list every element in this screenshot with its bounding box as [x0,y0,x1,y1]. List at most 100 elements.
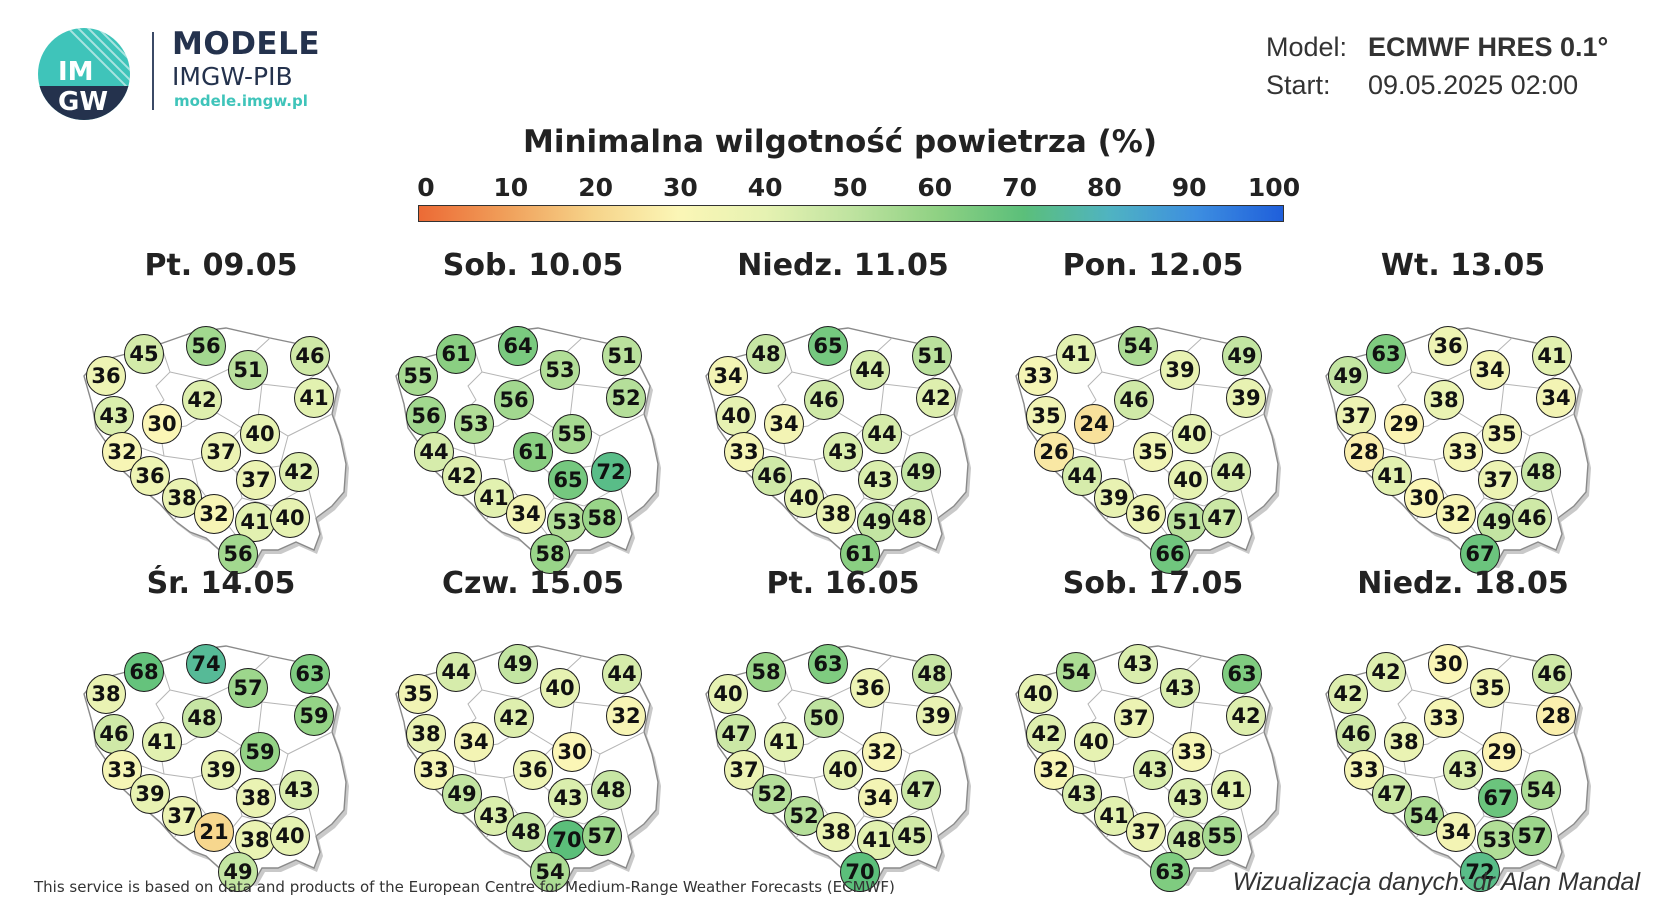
station-value: 39 [201,750,241,790]
station-value: 43 [823,432,863,472]
region-border [553,485,621,507]
station-value: 47 [716,714,756,754]
station-value: 55 [552,414,592,454]
station-value: 37 [236,460,276,500]
station-value: 56 [218,534,258,574]
station-value: 42 [1366,652,1406,692]
station-value: 29 [1482,732,1522,772]
logo-divider [152,32,154,110]
station-value: 39 [1226,378,1266,418]
station-value: 42 [916,378,956,418]
footer-credit: Wizualizacja danych: dr Alan Mandal [1232,868,1640,896]
station-value: 34 [1436,812,1476,852]
station-value: 36 [850,668,890,708]
colorbar-tick: 20 [578,173,613,202]
station-value: 34 [764,404,804,444]
station-value: 42 [182,380,222,420]
colorbar-tick: 40 [747,173,783,202]
station-value: 29 [1384,404,1424,444]
station-value: 58 [582,498,622,538]
day-panel: Śr. 14.05 38 68 74 57 63 59 46 41 48 59 33 39 39 38 43 3… [66,566,376,892]
day-title: Niedz. 11.05 [737,248,949,283]
station-value: 48 [1521,452,1561,492]
station-value: 35 [1470,668,1510,708]
station-value: 46 [1336,714,1376,754]
station-value: 30 [552,732,592,772]
colorbar [418,205,1284,222]
station-value: 51 [1167,502,1207,542]
station-value: 49 [442,774,482,814]
station-value: 54 [530,852,570,892]
station-value: 43 [1118,644,1158,684]
station-value: 65 [548,460,588,500]
station-value: 53 [454,404,494,444]
station-value: 32 [862,732,902,772]
station-value: 49 [857,502,897,542]
station-value: 51 [228,350,268,390]
station-value: 43 [1168,778,1208,818]
region-border [1483,485,1551,507]
station-value: 39 [1160,350,1200,390]
station-value: 39 [130,774,170,814]
station-value: 37 [1336,396,1376,436]
station-value: 50 [804,698,844,738]
day-panel: Niedz. 18.05 42 42 30 35 46 28 46 38 33 29 33 43 47 67… [1308,566,1618,892]
station-value: 38 [86,674,126,714]
station-value: 33 [414,750,454,790]
station-value: 43 [1133,750,1173,790]
station-value: 45 [124,334,164,374]
station-value: 40 [270,498,310,538]
day-panel: Sob. 17.05 40 54 43 43 63 42 42 40 37 33 32 43 43 43 41… [998,566,1308,892]
station-value: 40 [240,414,280,454]
colorbar-tick: 90 [1171,173,1207,202]
station-value: 46 [804,380,844,420]
day-panel: Pt. 16.05 40 58 63 36 48 39 47 41 50 32 37 40 52 34 47 5… [688,566,998,892]
region-border [1173,485,1241,507]
station-value: 47 [1372,774,1412,814]
brand-url-link[interactable]: modele.imgw.pl [174,92,308,110]
station-value: 44 [436,652,476,692]
station-value: 57 [228,668,268,708]
station-value: 43 [1160,668,1200,708]
station-value: 54 [1521,770,1561,810]
station-value: 46 [1532,654,1572,694]
station-value: 33 [1344,750,1384,790]
station-value: 58 [746,652,786,692]
station-value: 61 [513,432,553,472]
station-value: 61 [436,334,476,374]
station-value: 36 [86,356,126,396]
station-value: 51 [912,336,952,376]
station-value: 72 [591,452,631,492]
station-value: 41 [235,502,275,542]
station-value: 34 [1536,378,1576,418]
region-border [169,655,271,699]
colorbar-tick: 50 [832,173,868,202]
start-label: Start: [1266,70,1331,100]
station-value: 59 [240,732,280,772]
station-value: 48 [506,812,546,852]
station-value: 34 [858,778,898,818]
colorbar-tick: 70 [1002,173,1037,202]
station-value: 36 [513,750,553,790]
station-value: 48 [591,770,631,810]
region-border [481,655,583,699]
station-value: 65 [808,326,848,366]
colorbar-tick: 100 [1247,173,1301,202]
brand-subtitle: IMGW-PIB [172,62,293,91]
day-title: Wt. 13.05 [1380,248,1546,283]
station-value: 45 [892,816,932,856]
station-value: 37 [1478,460,1518,500]
day-title: Śr. 14.05 [146,566,296,601]
region-border [241,485,309,507]
station-value: 63 [290,654,330,694]
region-border [1411,337,1513,381]
station-value: 49 [218,852,258,892]
station-value: 48 [912,654,952,694]
station-value: 35 [1482,414,1522,454]
station-value: 49 [1328,356,1368,396]
station-value: 30 [142,404,182,444]
station-value: 44 [1211,452,1251,492]
station-value: 63 [808,644,848,684]
station-value: 44 [862,414,902,454]
region-border [169,337,271,381]
